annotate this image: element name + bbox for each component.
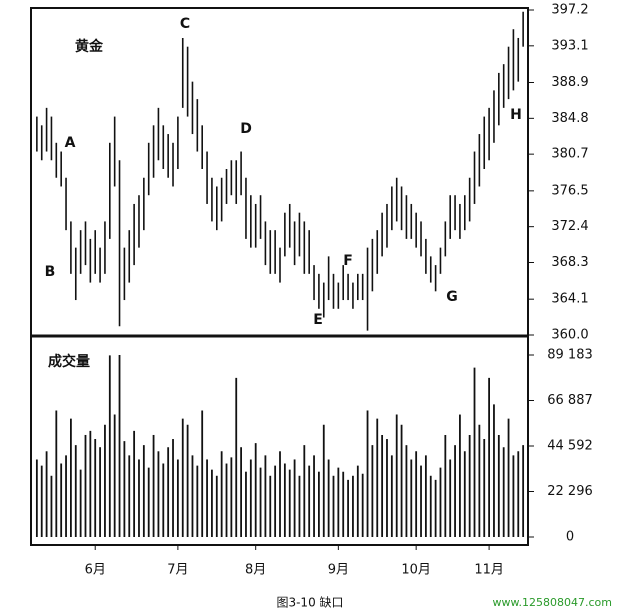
y-tick-label: 384.8 bbox=[551, 111, 588, 126]
y-tick-label: 360.0 bbox=[551, 328, 588, 343]
y-tick-label: 0 bbox=[566, 530, 574, 545]
y-tick-label: 364.1 bbox=[551, 292, 588, 307]
x-tick-label: 10月 bbox=[401, 563, 431, 578]
y-tick-label: 368.3 bbox=[551, 255, 588, 270]
y-tick-label: 393.1 bbox=[551, 38, 588, 53]
panel-title: 黄金 bbox=[75, 38, 104, 55]
x-tick-label: 7月 bbox=[167, 563, 188, 578]
annotation: C bbox=[180, 16, 190, 32]
watermark: www.125808047.com bbox=[493, 596, 612, 609]
y-tick-label: 380.7 bbox=[551, 147, 588, 162]
x-tick-label: 8月 bbox=[245, 563, 266, 578]
x-tick-label: 6月 bbox=[85, 563, 106, 578]
x-tick-label: 9月 bbox=[328, 563, 349, 578]
y-tick-label: 376.5 bbox=[551, 183, 588, 198]
y-tick-label: 66 887 bbox=[547, 393, 593, 408]
annotation: F bbox=[343, 253, 353, 269]
frame bbox=[30, 7, 529, 546]
y-tick-label: 44 592 bbox=[547, 438, 593, 453]
x-tick-label: 11月 bbox=[474, 563, 504, 578]
panel-title: 成交量 bbox=[48, 353, 90, 370]
annotation: A bbox=[65, 135, 76, 151]
annotation: H bbox=[510, 107, 522, 123]
caption: 图3-10 缺口 bbox=[276, 595, 343, 610]
y-tick-label: 388.9 bbox=[551, 75, 588, 90]
annotation: G bbox=[446, 289, 458, 305]
annotation: E bbox=[313, 312, 323, 328]
y-tick-label: 22 296 bbox=[547, 484, 593, 499]
y-tick-label: 89 183 bbox=[547, 347, 593, 362]
y-tick-label: 397.2 bbox=[551, 3, 588, 18]
annotation: B bbox=[45, 264, 56, 280]
y-tick-label: 372.4 bbox=[551, 219, 588, 234]
annotation: D bbox=[240, 121, 252, 137]
